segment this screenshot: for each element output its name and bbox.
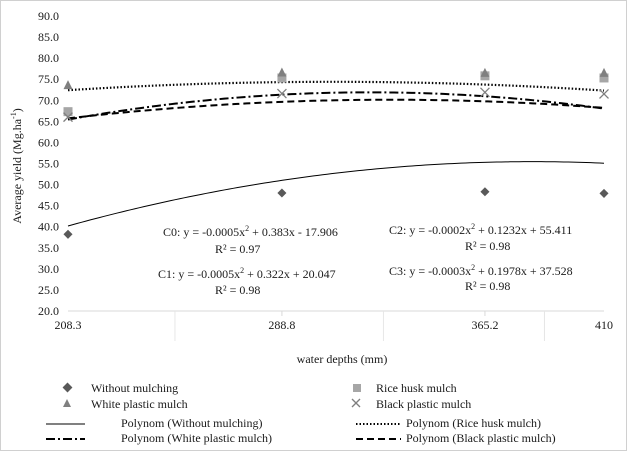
marker-white-plastic	[480, 67, 490, 77]
y-tick-label: 45.0	[38, 199, 59, 213]
trendline-solid	[67, 161, 605, 227]
trendline-dashed	[67, 98, 605, 120]
cross-marker-icon	[351, 398, 361, 408]
svg-text:Polynom (Without mulching): Polynom (Without mulching)	[121, 416, 263, 430]
svg-text:Polynom (Black plastic mulch): Polynom (Black plastic mulch)	[406, 431, 556, 445]
marker-without-mulching	[63, 229, 73, 239]
y-tick-label: 75.0	[38, 72, 59, 86]
marker-layer	[63, 67, 609, 239]
marker-without-mulching	[277, 188, 287, 198]
y-tick-label: 35.0	[38, 241, 59, 255]
legend-item-without-mulching: Without mulching	[62, 381, 178, 395]
equation-c2: C2: y = -0.0002x2 + 0.1232x + 55.411 R² …	[389, 222, 572, 253]
marker-rice-husk	[599, 73, 609, 83]
y-tick-label: 65.0	[38, 114, 59, 128]
marker-black-plastic	[479, 87, 490, 98]
svg-text:R² = 0.97: R² = 0.97	[215, 242, 260, 256]
y-axis-title: Average yield (Mg.ha-1)	[9, 108, 24, 223]
marker-black-plastic	[599, 89, 609, 99]
y-tick-label: 50.0	[38, 178, 59, 192]
marker-without-mulching	[480, 187, 490, 197]
svg-text:Without mulching: Without mulching	[91, 381, 178, 395]
grid-layer	[68, 310, 604, 341]
marker-rice-husk	[277, 73, 287, 83]
legend-item-trend-white: Polynom (White plastic mulch)	[46, 431, 272, 445]
y-tick-label: 85.0	[38, 30, 59, 44]
svg-text:C2: y = -0.0002x2 + 0.1232x +: C2: y = -0.0002x2 + 0.1232x + 55.411	[389, 222, 572, 237]
y-tick-label: 20.0	[38, 304, 59, 318]
y-tick-label: 60.0	[38, 135, 59, 149]
svg-text:R² = 0.98: R² = 0.98	[215, 283, 260, 297]
svg-text:C0: y = -0.0005x2 + 0.383x - 1: C0: y = -0.0005x2 + 0.383x - 17.906	[163, 224, 338, 239]
square-marker-icon	[353, 384, 361, 392]
trendline-dashdot	[67, 91, 605, 121]
svg-text:C3: y = -0.0003x2 + 0.1978x +: C3: y = -0.0003x2 + 0.1978x + 37.528	[389, 263, 573, 278]
legend-item-trend-black: Polynom (Black plastic mulch)	[356, 431, 556, 445]
legend-item-black-plastic: Black plastic mulch	[351, 397, 471, 411]
cross-stroke	[63, 112, 73, 123]
y-tick-label: 70.0	[38, 93, 59, 107]
x-tick-label: 208.3	[55, 318, 82, 332]
marker-black-plastic	[63, 112, 73, 123]
legend-item-trend-rice: Polynom (Rice husk mulch)	[356, 416, 541, 430]
trendline-dotted	[67, 80, 605, 92]
marker-white-plastic	[599, 67, 609, 77]
x-axis-title: water depths (mm)	[297, 352, 388, 366]
legend-item-trend-without: Polynom (Without mulching)	[46, 416, 263, 430]
marker-white-plastic	[277, 67, 287, 77]
svg-text:Polynom (Rice husk mulch): Polynom (Rice husk mulch)	[406, 416, 541, 430]
y-tick-label: 30.0	[38, 262, 59, 276]
cross-stroke	[276, 88, 287, 99]
legend-item-rice-husk: Rice husk mulch	[353, 381, 457, 395]
y-tick-label: 55.0	[38, 157, 59, 171]
y-tick-label: 80.0	[38, 51, 59, 65]
svg-text:Polynom (White plastic mulch): Polynom (White plastic mulch)	[121, 431, 272, 445]
legend: Without mulching Rice husk mulch White p…	[46, 381, 556, 445]
equation-c3: C3: y = -0.0003x2 + 0.1978x + 37.528 R² …	[389, 263, 573, 293]
x-tick-label: 288.8	[268, 318, 295, 332]
marker-without-mulching	[599, 188, 609, 198]
cross-stroke	[479, 87, 490, 98]
trendline-layer	[67, 80, 605, 227]
svg-text:C1: y = -0.0005x2 + 0.322x + 2: C1: y = -0.0005x2 + 0.322x + 20.047	[158, 266, 336, 281]
marker-black-plastic	[276, 88, 287, 99]
x-axis-ticks: 208.3 288.8 365.2 410	[55, 318, 614, 332]
marker-rice-husk	[63, 107, 73, 117]
x-tick-label: 410	[595, 318, 613, 332]
cross-stroke	[599, 89, 609, 99]
diamond-marker-icon	[62, 382, 73, 393]
x-tick-label: 365.2	[471, 318, 498, 332]
y-tick-label: 25.0	[38, 283, 59, 297]
triangle-marker-icon	[63, 399, 71, 407]
svg-text:Black plastic mulch: Black plastic mulch	[376, 397, 471, 411]
legend-item-white-plastic: White plastic mulch	[63, 397, 188, 411]
equation-c1: C1: y = -0.0005x2 + 0.322x + 20.047 R² =…	[158, 266, 336, 297]
svg-text:Rice husk mulch: Rice husk mulch	[376, 381, 457, 395]
y-tick-label: 40.0	[38, 220, 59, 234]
marker-white-plastic	[63, 80, 73, 90]
svg-text:R² = 0.98: R² = 0.98	[465, 239, 510, 253]
svg-text:White plastic mulch: White plastic mulch	[91, 397, 188, 411]
svg-text:R² = 0.98: R² = 0.98	[465, 279, 510, 293]
y-axis-ticks: 20.0 25.0 30.0 35.0 40.0 45.0 50.0 55.0 60.0 65.0…	[38, 9, 59, 318]
equation-c0: C0: y = -0.0005x2 + 0.383x - 17.906 R² =…	[163, 224, 338, 256]
y-tick-label: 90.0	[38, 9, 59, 23]
